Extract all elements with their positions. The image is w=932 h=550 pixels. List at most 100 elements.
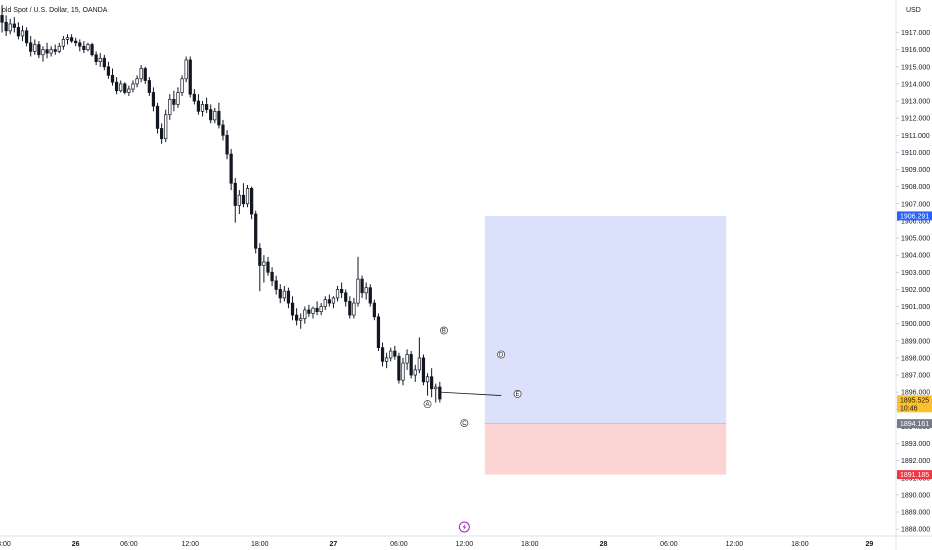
candle-down bbox=[270, 271, 274, 282]
annotations-layer[interactable]: A B C D E bbox=[423, 326, 522, 533]
candle-down bbox=[74, 40, 78, 44]
y-tick-label: 1907.000 bbox=[901, 201, 930, 208]
candle-down bbox=[204, 104, 209, 110]
long-position-tool[interactable] bbox=[484, 215, 727, 475]
x-tick-label: 18:00 bbox=[0, 541, 11, 548]
candle-up bbox=[303, 309, 307, 319]
y-tick-label: 1906.000 bbox=[901, 218, 930, 225]
candle-down bbox=[278, 289, 282, 299]
trend-line[interactable] bbox=[439, 391, 502, 396]
y-tick-label: 1912.000 bbox=[901, 116, 930, 123]
candle-down bbox=[102, 57, 106, 68]
wave-label-e[interactable]: E bbox=[516, 392, 520, 398]
candle-down bbox=[12, 23, 16, 28]
price-badge-label: 1906.291 bbox=[900, 213, 929, 220]
candle-down bbox=[274, 280, 278, 290]
candle-down bbox=[106, 66, 111, 76]
candle-up bbox=[119, 83, 123, 92]
wave-label-d-circle[interactable] bbox=[497, 350, 506, 359]
wave-label-e-circle[interactable] bbox=[513, 389, 522, 398]
candle-up bbox=[425, 376, 430, 383]
y-tick-label: 1905.000 bbox=[901, 236, 930, 243]
y-tick-label: 1916.000 bbox=[901, 47, 930, 54]
candle-down bbox=[393, 350, 397, 357]
y-tick-label: 1889.000 bbox=[901, 510, 930, 517]
candle-down bbox=[192, 93, 196, 102]
candle-down bbox=[82, 45, 86, 51]
candle-up bbox=[282, 290, 286, 299]
candle-down bbox=[344, 292, 348, 302]
candle-up bbox=[323, 299, 327, 307]
candle-down bbox=[90, 44, 94, 56]
candle-up bbox=[389, 350, 393, 359]
y-tick-label: 1911.000 bbox=[901, 133, 930, 140]
candle-up bbox=[176, 92, 180, 105]
candle-down bbox=[254, 213, 258, 249]
y-tick-label: 1910.000 bbox=[901, 150, 930, 157]
wave-label-a[interactable]: A bbox=[426, 402, 430, 408]
candle-up bbox=[180, 78, 184, 93]
price-badge-label: 1891.185 bbox=[900, 472, 929, 479]
y-tick-label: 1893.000 bbox=[901, 441, 930, 448]
candle-up bbox=[417, 357, 421, 371]
candle-up bbox=[352, 302, 356, 316]
candle-up bbox=[401, 362, 405, 381]
candle-up bbox=[164, 114, 168, 140]
candle-down bbox=[188, 59, 192, 95]
candle-up bbox=[41, 49, 45, 56]
candle-up bbox=[319, 306, 323, 313]
candle-up bbox=[33, 44, 37, 52]
y-tick-label: 1899.000 bbox=[901, 338, 930, 345]
y-tick-label: 1888.000 bbox=[901, 527, 930, 534]
loss-zone[interactable] bbox=[484, 423, 727, 475]
candle-down bbox=[290, 302, 295, 316]
y-tick-label: 1904.000 bbox=[901, 253, 930, 260]
candle-down bbox=[233, 182, 237, 206]
wave-label-b-circle[interactable] bbox=[440, 326, 448, 335]
y-tick-label: 1913.000 bbox=[901, 99, 930, 106]
x-tick-label: 18:00 bbox=[791, 541, 809, 548]
x-tick-label: 12:00 bbox=[181, 541, 199, 548]
candle-down bbox=[368, 287, 372, 304]
wave-label-d[interactable]: D bbox=[499, 352, 504, 358]
candle-up bbox=[57, 45, 61, 52]
candle-down bbox=[225, 134, 229, 155]
candle-up bbox=[184, 59, 188, 80]
candle-down bbox=[409, 354, 413, 376]
lightning-icon bbox=[462, 523, 467, 531]
wave-label-a-circle[interactable] bbox=[423, 400, 432, 409]
price-badge bbox=[897, 470, 932, 480]
candle-down bbox=[438, 386, 442, 400]
candle-up bbox=[331, 297, 336, 304]
y-tick-label: 1901.000 bbox=[901, 304, 930, 311]
profit-zone[interactable] bbox=[484, 215, 727, 424]
y-tick-label: 1914.000 bbox=[901, 81, 930, 88]
candle-down bbox=[209, 109, 213, 121]
x-tick-label: 26 bbox=[72, 541, 80, 548]
candle-down bbox=[430, 376, 434, 390]
wave-label-c[interactable]: C bbox=[462, 421, 467, 427]
x-tick-label: 12:00 bbox=[726, 541, 744, 548]
candle-down bbox=[421, 357, 426, 383]
candle-up bbox=[139, 68, 143, 80]
candle-down bbox=[159, 128, 164, 140]
candle-up bbox=[135, 78, 139, 85]
candle-up bbox=[364, 287, 368, 294]
wave-label-b[interactable]: B bbox=[442, 329, 446, 335]
x-tick-label: 18:00 bbox=[521, 541, 539, 548]
candle-down bbox=[37, 44, 41, 56]
y-tick-label: 1896.000 bbox=[901, 390, 930, 397]
candle-up bbox=[168, 98, 172, 116]
candle-down bbox=[327, 299, 331, 304]
y-tick-label: 1915.000 bbox=[901, 64, 930, 71]
candle-down bbox=[315, 307, 319, 313]
candle-down bbox=[295, 314, 299, 321]
candle-up bbox=[98, 57, 102, 62]
wave-label-c-circle[interactable] bbox=[460, 419, 469, 427]
candle-up bbox=[335, 289, 340, 299]
candle-down bbox=[286, 290, 291, 304]
y-tick-label: 1909.000 bbox=[901, 167, 930, 174]
candle-down bbox=[360, 278, 364, 294]
